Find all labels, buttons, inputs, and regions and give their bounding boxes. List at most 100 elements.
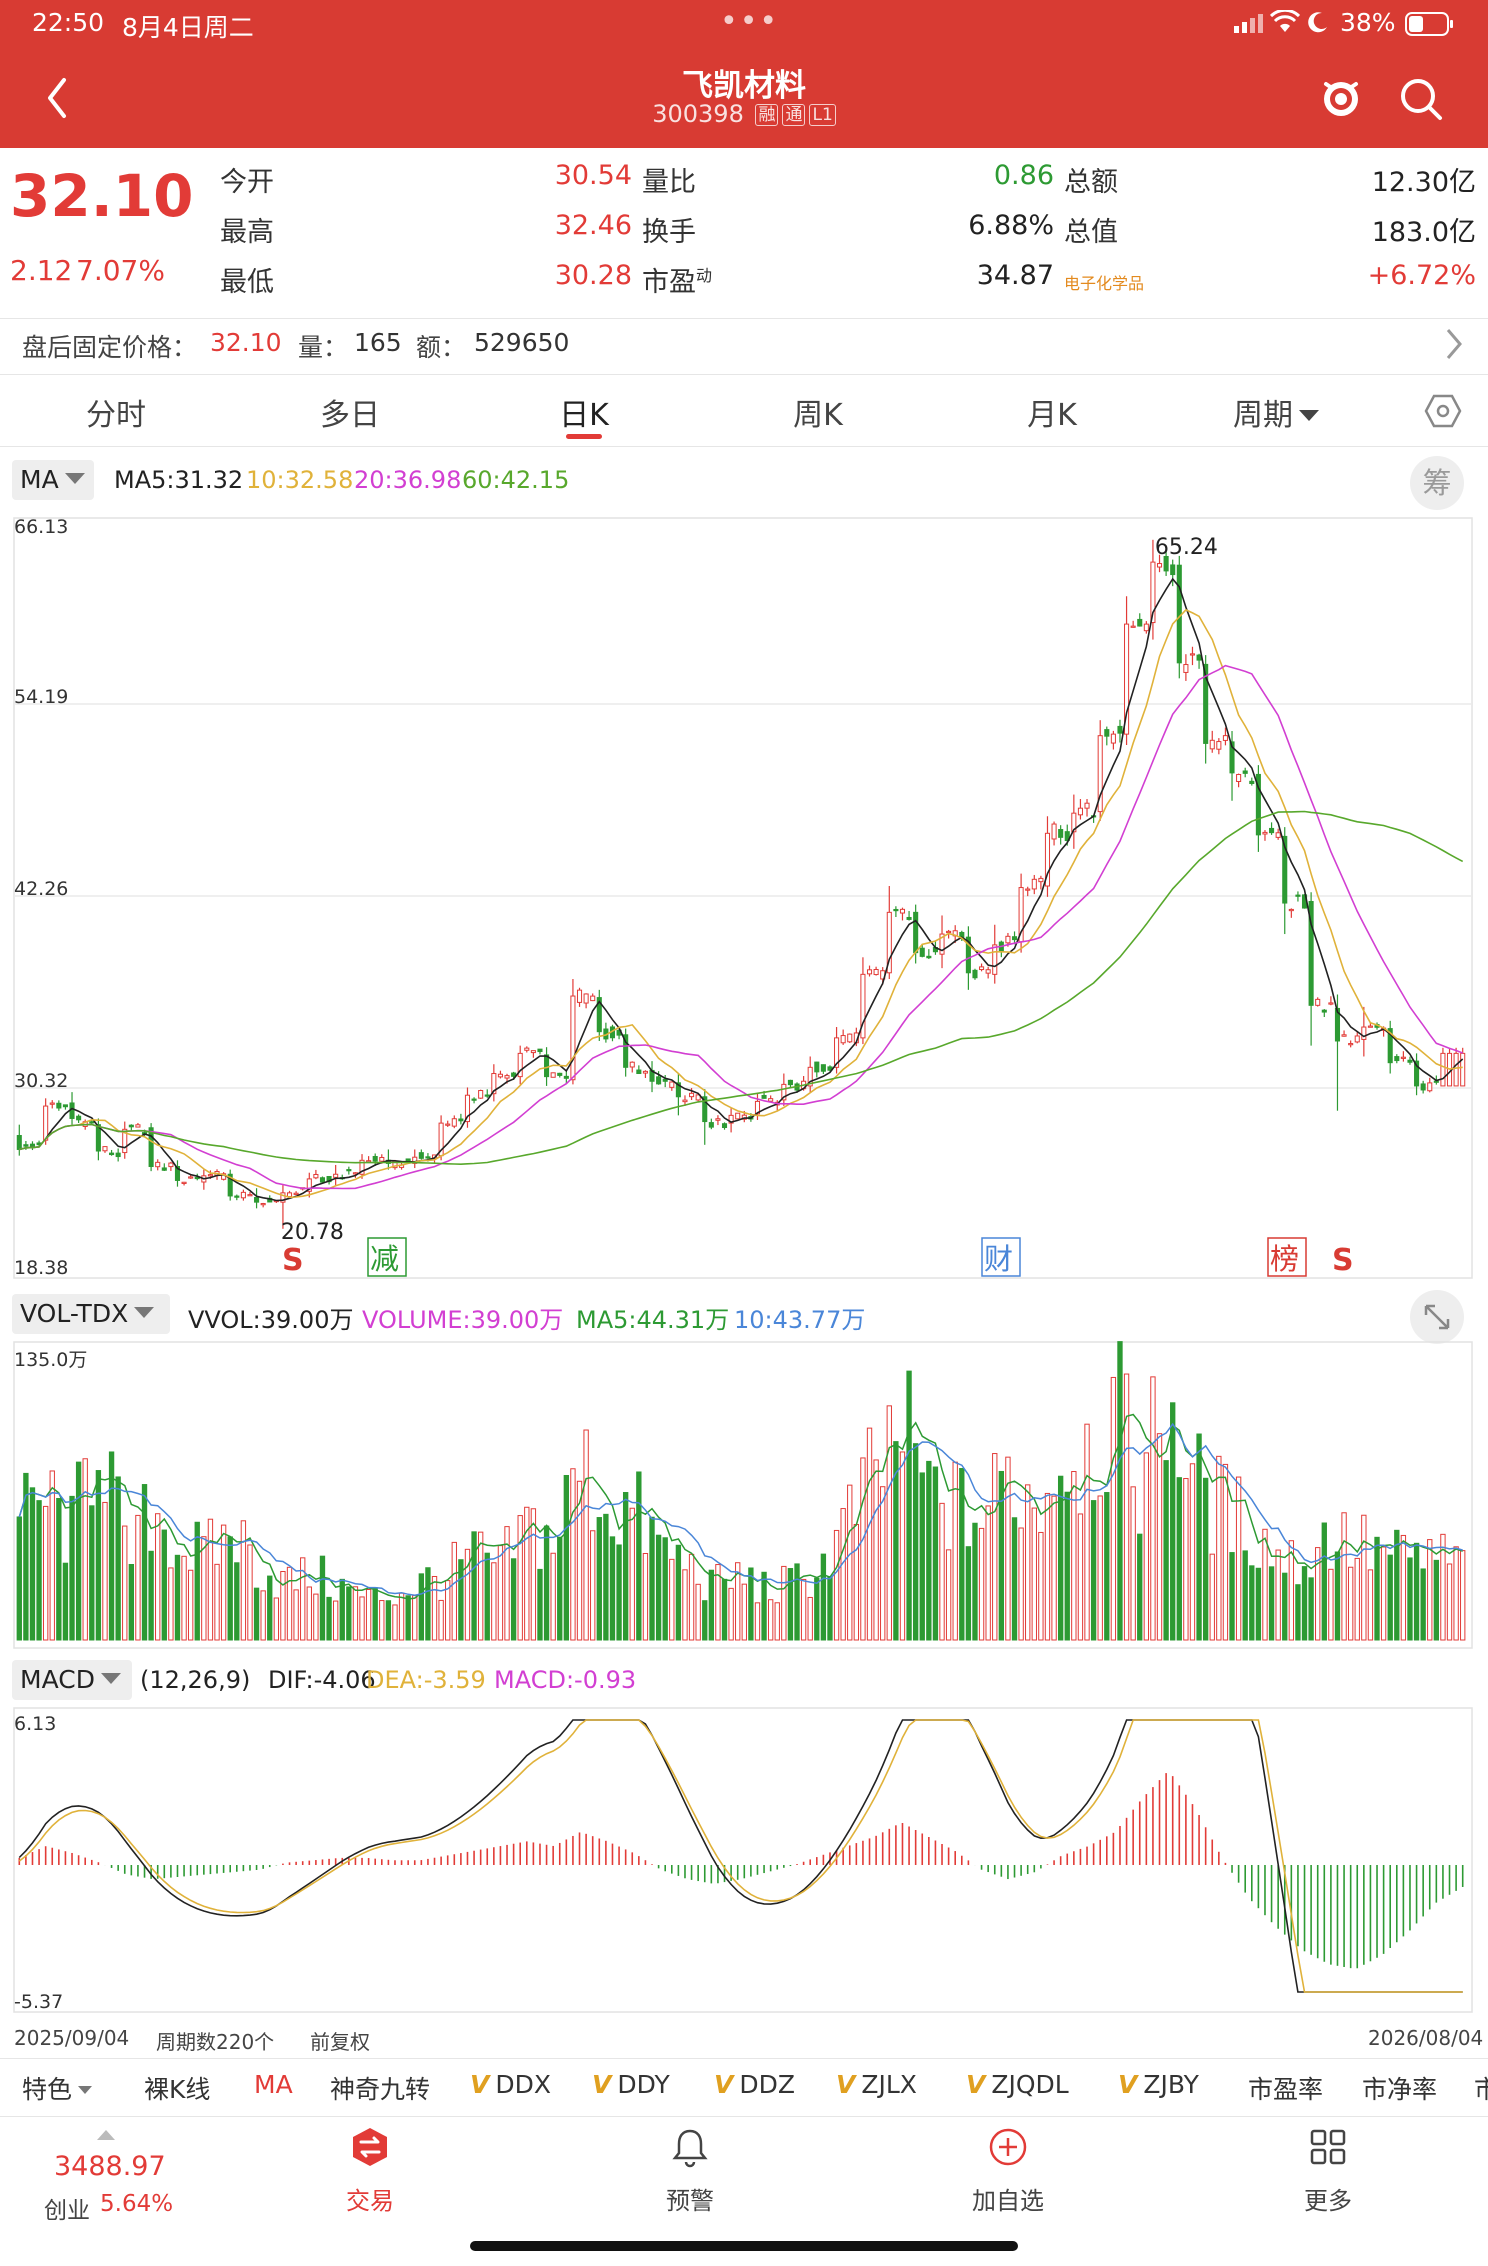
candle [1044,832,1051,887]
volume-bar [234,1562,240,1641]
volume-bar [1163,1460,1169,1641]
more-dots-icon[interactable]: ••• [720,4,780,39]
indicator-magic-nine[interactable]: 神奇九转 [330,2075,431,2104]
candle [596,997,602,1033]
volume-bar [174,1554,181,1641]
tab-period[interactable]: 周期 [1206,390,1346,434]
macd-indicator-bar: MACD (12,26,9) DIF:-4.06 DEA:-3.59 MACD:… [0,1656,1488,1704]
turnover-rate-label: 换手 [642,217,696,248]
candle [102,1146,108,1152]
volume-bar [886,1405,892,1641]
nav-add-watchlist[interactable]: 加自选 [918,2125,1098,2216]
financial-report-marker[interactable]: 财 [984,1242,1013,1276]
macd-selector[interactable]: MACD [12,1660,132,1700]
title-bar: 飞凯材料 300398 融通 L1 [0,48,1488,148]
candle [1170,564,1176,576]
vip-v-icon: V [714,2070,734,2099]
candle [1328,1002,1334,1005]
candle [623,1034,629,1068]
indicator-truncated[interactable]: 市 [1474,2075,1488,2104]
sector-link[interactable]: 电子化学品 [1064,274,1145,293]
volume-bar [1150,1376,1156,1641]
chip-distribution-button[interactable]: 筹 [1410,456,1464,510]
price-adjustment[interactable]: 前复权 [310,2030,370,2054]
volume-bar [1011,1517,1018,1641]
indicator-ddy[interactable]: V DDY [592,2070,670,2099]
volume-bar [504,1526,510,1641]
expand-button[interactable] [1410,1290,1464,1344]
index-change: 5.64% [100,2191,174,2217]
indicator-pb-ratio[interactable]: 市净率 [1362,2075,1438,2104]
indicator-plain-k[interactable]: 裸K线 [144,2075,211,2104]
candle [484,1094,490,1097]
candle [1143,623,1149,632]
nav-trade-label: 交易 [346,2187,394,2215]
nav-trade[interactable]: 交易 [280,2125,460,2216]
candle [899,908,906,914]
tab-weekly-k[interactable]: 周K [793,398,843,433]
candle [260,1203,266,1206]
indicator-pe-ratio[interactable]: 市盈率 [1248,2075,1324,2104]
ma-selector[interactable]: MA [12,460,94,500]
open-label: 今开 [220,167,274,198]
candle [1453,1052,1459,1087]
candle [23,1144,29,1147]
candle [1209,739,1215,750]
indicator-zjby[interactable]: V ZJBY [1118,2070,1199,2099]
volume-bar [590,1530,596,1641]
volume-bar [669,1558,675,1641]
sell-signal-marker[interactable]: S [1332,1243,1354,1278]
reduce-holding-marker[interactable]: 减 [370,1242,399,1276]
indicator-zjlx[interactable]: V ZJLX [836,2070,917,2099]
volume-bar [537,1568,543,1641]
volume-bar [1130,1486,1136,1641]
sell-signal-marker[interactable]: S [282,1243,304,1278]
volume-bar [471,1531,477,1641]
volume-selector[interactable]: VOL-TDX [12,1294,170,1334]
volume-bar [240,1520,247,1641]
volume-bar [1222,1463,1229,1641]
macd-chart[interactable]: 6.13 -5.37 [0,1706,1488,2016]
volume-bar [155,1513,161,1641]
after-hours-row[interactable]: 盘后固定价格： 32.10 量： 165 额： 529650 [0,320,1488,372]
index-ticker[interactable]: 3488.97 创业 5.64% [20,2125,190,2225]
candle [913,911,919,954]
candle [366,1160,372,1163]
tab-daily-k[interactable]: 日K [559,398,609,433]
candle [478,1090,484,1099]
top-list-marker[interactable]: 榜 [1270,1242,1299,1276]
search-icon[interactable] [1398,76,1444,126]
mascot-icon[interactable] [1318,74,1364,124]
price-frame [13,517,1473,1279]
nav-alert[interactable]: 预警 [600,2125,780,2216]
feature-indicator-selector[interactable]: 特色 [22,2070,93,2106]
volume-chart[interactable]: 135.0万 [0,1340,1488,1652]
indicator-ddx[interactable]: V DDX [470,2070,551,2099]
tab-monthly-k[interactable]: 月K [1027,398,1077,433]
tab-multiday[interactable]: 多日 [320,398,380,433]
volume-bar [1440,1533,1446,1641]
volume-bar [326,1596,332,1641]
candle [1156,563,1163,568]
volume-bar [458,1559,464,1641]
volume-bar [306,1586,312,1641]
candle [1315,998,1321,1006]
ma60-readout: 60:42.15 [462,466,570,494]
volume-bar [168,1567,174,1641]
volume-bar [220,1524,227,1641]
volume-bar [1374,1536,1380,1641]
settings-hexagon-icon[interactable] [1424,392,1462,434]
candle [313,1173,319,1179]
volume-bar [1176,1477,1182,1641]
nav-more[interactable]: 更多 [1238,2125,1418,2216]
volume-bar [1255,1567,1262,1641]
tab-intraday[interactable]: 分时 [86,398,146,433]
indicator-ma[interactable]: MA [254,2070,293,2099]
back-arrow-icon[interactable] [44,76,70,124]
kline-chart[interactable]: 66.13 54.19 42.26 30.32 18.38 65.24 20.7… [0,508,1488,1282]
candle [834,1037,840,1068]
turnover-amount-value: 12.30亿 [1371,167,1476,198]
indicator-ddz[interactable]: V DDZ [714,2070,795,2099]
indicator-zjqdl[interactable]: V ZJQDL [966,2070,1069,2099]
price-axis-label: 54.19 [14,686,68,708]
